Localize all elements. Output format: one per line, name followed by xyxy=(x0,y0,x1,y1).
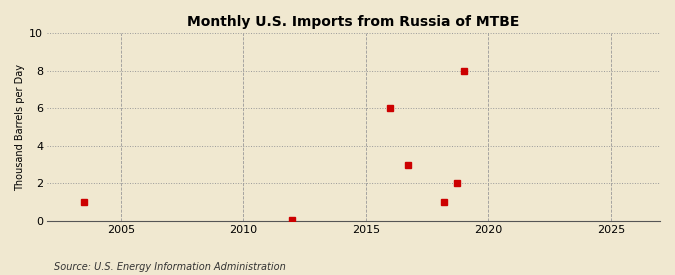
Title: Monthly U.S. Imports from Russia of MTBE: Monthly U.S. Imports from Russia of MTBE xyxy=(188,15,520,29)
Y-axis label: Thousand Barrels per Day: Thousand Barrels per Day xyxy=(15,64,25,191)
Text: Source: U.S. Energy Information Administration: Source: U.S. Energy Information Administ… xyxy=(54,262,286,272)
